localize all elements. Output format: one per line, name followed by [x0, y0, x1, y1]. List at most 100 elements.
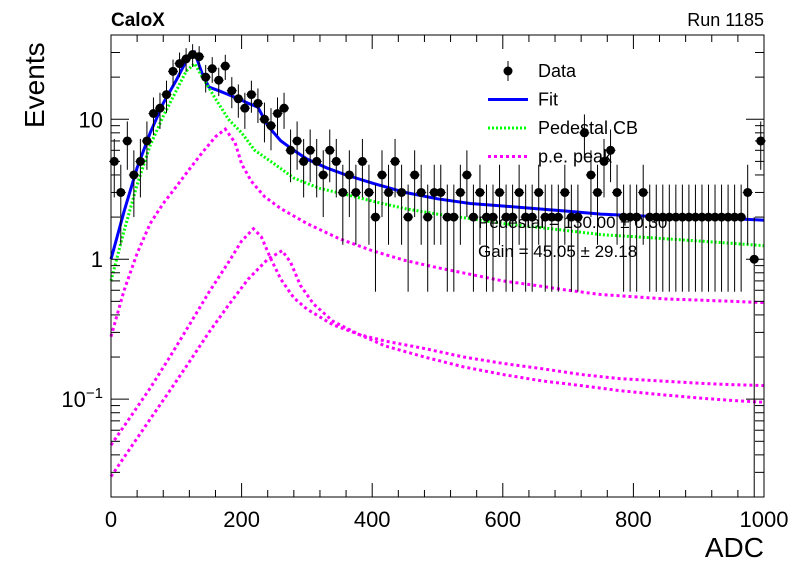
data-point — [690, 212, 700, 222]
legend: Data Fit Pedestal CB p.e. peak — [488, 61, 638, 167]
data-point — [736, 212, 746, 222]
data-point — [116, 187, 126, 197]
data-point — [292, 136, 302, 146]
x-tick-label: 600 — [484, 507, 521, 532]
data-point — [579, 128, 589, 138]
data-point — [586, 170, 596, 180]
data-point — [207, 64, 217, 74]
legend-item-p-e-peak: p.e. peak — [488, 147, 613, 167]
data-point — [344, 170, 354, 180]
data-point — [527, 212, 537, 222]
data-point — [599, 156, 609, 166]
data-point — [266, 121, 276, 131]
curve-fit — [109, 49, 765, 260]
data-points — [109, 44, 766, 497]
data-point — [677, 212, 687, 222]
y-tick-label: 10 — [79, 107, 103, 132]
data-point — [318, 170, 328, 180]
data-point — [286, 145, 296, 155]
legend-label: Pedestal CB — [538, 118, 638, 138]
data-point — [501, 212, 511, 222]
data-point — [299, 156, 309, 166]
data-point — [508, 212, 518, 222]
experiment-label: CaloX — [111, 10, 165, 31]
data-point — [703, 212, 713, 222]
data-point — [475, 187, 485, 197]
legend-marker — [503, 66, 513, 76]
data-point — [645, 212, 655, 222]
data-point — [743, 187, 753, 197]
data-point — [279, 103, 289, 113]
x-tick-label: 200 — [223, 507, 260, 532]
data-point — [553, 212, 563, 222]
data-point — [723, 212, 733, 222]
data-point — [619, 212, 629, 222]
data-point — [730, 212, 740, 222]
pedestal-result: Pedestal = 130.00 ± 0.30 — [478, 213, 667, 232]
data-point — [488, 212, 498, 222]
data-point — [547, 212, 557, 222]
legend-label: Data — [538, 61, 577, 81]
data-point — [214, 75, 224, 85]
data-point — [717, 212, 727, 222]
x-tick-label: 1000 — [740, 507, 789, 532]
y-tick-label: 10−1 — [61, 385, 103, 412]
data-point — [142, 136, 152, 146]
data-point — [370, 212, 380, 222]
data-point — [181, 54, 191, 64]
data-point — [175, 59, 185, 69]
legend-label: Fit — [538, 90, 558, 110]
data-point — [697, 212, 707, 222]
data-point — [638, 187, 648, 197]
data-point — [194, 52, 204, 62]
curve-pedestal-cb — [109, 61, 765, 282]
data-point — [227, 86, 237, 96]
data-point — [664, 212, 674, 222]
data-point — [403, 212, 413, 222]
data-point — [397, 187, 407, 197]
data-point — [540, 212, 550, 222]
data-point — [462, 170, 472, 180]
data-point — [201, 72, 211, 82]
data-point — [481, 212, 491, 222]
data-point — [331, 156, 341, 166]
data-point — [534, 187, 544, 197]
legend-item-data: Data — [503, 61, 577, 81]
legend-label: p.e. peak — [538, 147, 613, 167]
x-axis-label: ADC — [705, 532, 764, 563]
data-point — [233, 94, 243, 104]
legend-item-fit: Fit — [488, 90, 558, 110]
data-point — [632, 212, 642, 222]
data-point — [168, 66, 178, 76]
legend-item-pedestal-cb: Pedestal CB — [488, 118, 638, 138]
data-point — [148, 108, 158, 118]
data-point — [135, 156, 145, 166]
data-point — [162, 90, 172, 100]
data-point — [357, 156, 367, 166]
data-point — [573, 212, 583, 222]
data-point — [410, 170, 420, 180]
x-tick-label: 0 — [105, 507, 117, 532]
data-point — [129, 170, 139, 180]
data-point — [246, 90, 256, 100]
data-point — [122, 136, 132, 146]
data-point — [273, 108, 283, 118]
data-point — [384, 187, 394, 197]
data-point — [305, 145, 315, 155]
data-point — [592, 187, 602, 197]
data-point — [155, 103, 165, 113]
data-point — [423, 212, 433, 222]
data-point — [671, 212, 681, 222]
data-point — [612, 187, 622, 197]
gain-result: Gain = 45.05 ± 29.18 — [478, 242, 637, 261]
data-point — [514, 187, 524, 197]
data-point — [220, 61, 230, 71]
fit-curves — [109, 49, 765, 478]
data-point — [449, 212, 459, 222]
data-point — [684, 212, 694, 222]
run-label: Run 1185 — [687, 10, 764, 30]
data-point — [338, 187, 348, 197]
data-point — [658, 212, 668, 222]
